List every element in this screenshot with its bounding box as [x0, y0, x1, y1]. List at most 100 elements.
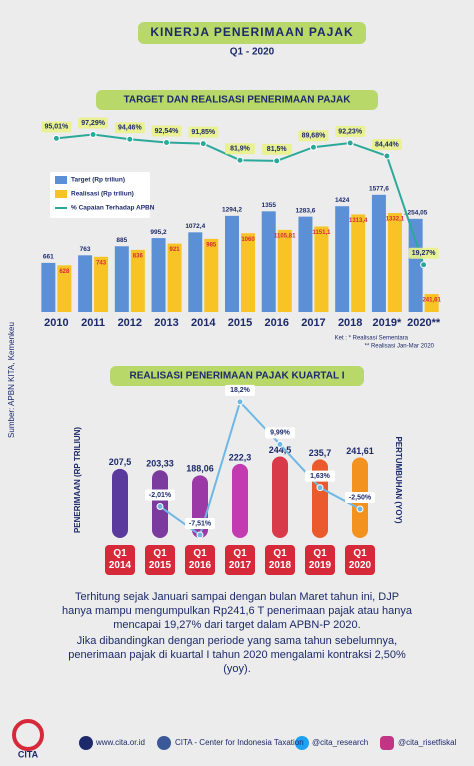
instagram-icon	[380, 736, 394, 750]
logo-icon	[12, 719, 44, 751]
point	[356, 505, 364, 513]
data-label: 885	[116, 237, 127, 244]
bar	[351, 214, 366, 312]
x-tick-label: 2013	[154, 317, 178, 329]
x-tick-label: 2014	[191, 317, 216, 329]
x-tick-label: Q1 2020	[345, 545, 375, 575]
legend-label: % Capaian Terhadap APBN	[71, 205, 155, 212]
bar	[335, 206, 350, 312]
bar	[272, 456, 288, 538]
bar	[114, 246, 129, 312]
x-tick-label: 2019*	[373, 317, 402, 329]
web-icon	[79, 736, 93, 750]
header-title: KINERJA PENERIMAAN PAJAK	[150, 25, 353, 39]
header-banner	[138, 22, 366, 44]
label-bg	[265, 427, 295, 439]
point	[126, 135, 134, 143]
bar	[225, 215, 239, 312]
logo-text: CITA	[18, 749, 39, 759]
twitter: @cita_research	[312, 738, 369, 747]
data-label: 81,5%	[267, 146, 288, 153]
data-label: 1424	[335, 197, 350, 204]
data-label: -7,51%	[189, 520, 212, 527]
data-label: 1283,6	[296, 207, 316, 214]
x-tick-label: Q1 2017	[225, 545, 255, 575]
data-label: 1105,81	[274, 233, 296, 239]
twitter-icon	[295, 736, 309, 750]
label-bg	[261, 143, 292, 155]
x-tick-label: Q1 2014	[105, 545, 135, 575]
legend-label: Target (Rp triliun)	[71, 177, 125, 184]
data-label: 921	[170, 247, 181, 253]
website: www.cita.or.id	[96, 738, 145, 747]
point	[236, 398, 244, 406]
data-label: 743	[96, 260, 107, 266]
label-bg	[185, 517, 215, 529]
x-tick-label: 2020**	[407, 317, 441, 329]
facebook: CITA - Center for Indonesia Taxation	[175, 738, 304, 747]
bar	[151, 238, 166, 312]
x-tick-label: Q1 2016	[185, 545, 215, 575]
data-label: 985	[206, 242, 217, 248]
x-tick-label: 2017	[301, 317, 325, 329]
bar	[261, 211, 276, 312]
legend-swatch	[55, 190, 67, 198]
data-label: 95,01%	[44, 124, 69, 131]
bar	[298, 216, 313, 312]
label-bg	[335, 125, 366, 137]
paragraph: Jika dibandingkan dengan periode yang sa…	[68, 635, 406, 675]
data-label: 9,99%	[270, 430, 291, 437]
x-tick-label: 2012	[118, 317, 142, 329]
point	[420, 261, 428, 269]
data-label: 97,29%	[81, 120, 106, 127]
data-label: 84,44%	[375, 141, 400, 148]
data-label: 222,3	[229, 452, 252, 462]
bar	[41, 262, 56, 312]
bar	[167, 243, 182, 312]
facebook-icon	[157, 736, 171, 750]
label-bg	[345, 492, 375, 504]
note: ** Realisasi Jan-Mar 2020	[365, 344, 435, 350]
data-label: 203,33	[146, 459, 174, 469]
data-label: 92,54%	[155, 128, 180, 135]
data-label: 1072,4	[185, 223, 205, 230]
data-label: 94,46%	[118, 125, 143, 132]
y2-axis-label: PERTUMBUHAN (YOY)	[394, 436, 403, 523]
data-label: 188,06	[186, 464, 214, 474]
bar	[371, 194, 386, 312]
bar	[387, 213, 402, 312]
header-subtitle: Q1 - 2020	[230, 47, 275, 58]
label-bg	[41, 121, 72, 133]
bar	[130, 249, 145, 312]
point	[273, 157, 281, 165]
data-label: 81,9%	[230, 146, 251, 153]
data-label: 1313,4	[349, 218, 368, 224]
data-label: 995,2	[150, 229, 167, 236]
data-label: 1355	[261, 202, 276, 209]
legend-label: Realisasi (Rp triliun)	[71, 191, 134, 198]
point	[346, 139, 354, 147]
label-bg	[371, 138, 402, 150]
data-label: -2,50%	[349, 494, 372, 501]
source: Sumber: APBN KITA, Kemenkeu	[7, 322, 16, 438]
point	[236, 156, 244, 164]
line	[159, 399, 361, 537]
label-bg	[408, 247, 439, 259]
data-label: 92,23%	[338, 128, 363, 135]
data-label: 1332,1	[386, 217, 405, 223]
data-label: 18,2%	[230, 387, 251, 394]
data-label: 1577,6	[369, 186, 389, 193]
chart-title-banner	[110, 366, 364, 386]
data-label: 19,27%	[412, 250, 437, 257]
data-label: 241,61	[346, 446, 374, 456]
legend-box	[50, 172, 150, 218]
point	[309, 143, 317, 151]
bar	[408, 218, 423, 312]
label-bg	[114, 122, 145, 134]
bar	[112, 468, 128, 538]
bar	[314, 226, 329, 312]
data-label: 836	[133, 253, 144, 259]
data-label: 763	[80, 246, 91, 253]
